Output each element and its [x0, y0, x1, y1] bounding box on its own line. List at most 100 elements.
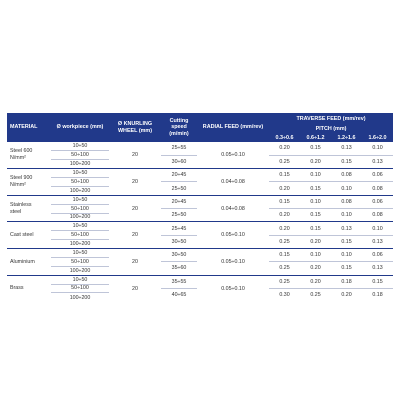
- table-header: MATERIAL Ø workpiece (mm) Ø KNURLING WHE…: [7, 113, 394, 142]
- knurling-wheel-header: Ø KNURLING WHEEL (mm): [109, 113, 161, 142]
- material-label: Stainless: [10, 201, 32, 208]
- traverse-feed-header: TRAVERSE FEED (mm/rev): [269, 113, 394, 125]
- workpiece-diameter-cell: 50÷100: [51, 284, 109, 294]
- traverse-feed-cell: 0.10: [341, 185, 352, 192]
- traverse-feed-cell: 0.25: [279, 265, 290, 272]
- traverse-feed-cell: 0.25: [279, 238, 290, 245]
- workpiece-diameter-cell: 50÷100: [51, 177, 109, 187]
- workpiece-diameter-cell: 10÷50: [51, 194, 109, 205]
- traverse-feed-cell: 0.15: [341, 238, 352, 245]
- workpiece-diameter-cell: 100÷200: [69, 187, 91, 194]
- cutting-speed-cell: 30÷50: [161, 247, 197, 263]
- cutting-speed-cell: 20÷45: [161, 194, 197, 210]
- knurling-wheel-cell: 20: [109, 248, 161, 276]
- workpiece-diameter-cell: 10÷50: [51, 274, 109, 285]
- traverse-feed-cell: 0.15: [269, 168, 300, 183]
- traverse-feed-cell: 0.15: [269, 247, 300, 263]
- traverse-feed-cell: 0.25: [310, 292, 321, 299]
- traverse-feed-cell: 0.06: [362, 194, 394, 210]
- cutting-speed-cell: 25÷55: [161, 142, 197, 156]
- table-row: 30÷60 0.25 0.20 0.15 0.13: [7, 155, 393, 165]
- traverse-feed-cell: 0.15: [341, 265, 352, 272]
- traverse-feed-cell: 0.15: [310, 212, 321, 219]
- table-row: 100÷200: [7, 186, 393, 194]
- material-cell: Steel 900 N/mm²: [7, 168, 51, 196]
- pitch-header: PITCH (mm): [269, 125, 394, 134]
- traverse-feed-cell: 0.08: [372, 212, 383, 219]
- material-label: N/mm²: [10, 181, 26, 188]
- knurling-wheel-cell: 20: [109, 194, 161, 222]
- traverse-feed-cell: 0.18: [331, 274, 362, 289]
- cutting-speed-cell: 35÷55: [161, 274, 197, 289]
- traverse-feed-cell: 0.20: [300, 274, 331, 289]
- cutting-speed-cell: 30÷50: [171, 238, 187, 245]
- cutting-speed-cell: 40÷65: [171, 292, 187, 299]
- workpiece-diameter-cell: 50÷100: [51, 150, 109, 161]
- material-cell: Stainless steel: [7, 194, 51, 222]
- table-row: 100÷200: [7, 213, 393, 220]
- pitch-range-header: 0.6÷1.2: [300, 134, 331, 142]
- table-row: Steel 900 N/mm² 10÷50 20 20÷45 0.04÷0.08 0.15 0…: [7, 168, 394, 196]
- traverse-feed-cell: 0.15: [341, 158, 352, 165]
- table-row: 50÷100: [7, 284, 393, 294]
- knurling-parameters-table: MATERIAL Ø workpiece (mm) Ø KNURLING WHE…: [7, 113, 394, 302]
- traverse-feed-cell: 0.20: [341, 292, 352, 299]
- table-row: 35÷60 0.25 0.20 0.15 0.13: [7, 262, 393, 271]
- traverse-feed-cell: 0.20: [310, 158, 321, 165]
- material-label: N/mm²: [10, 155, 26, 162]
- traverse-feed-cell: 0.15: [300, 142, 331, 156]
- workpiece-header: Ø workpiece (mm): [51, 113, 109, 142]
- table-row: Stainless steel 10÷50 20 20÷45 0.04÷0.08 0.15 0…: [7, 194, 394, 222]
- traverse-feed-cell: 0.20: [279, 185, 290, 192]
- cutting-speed-cell: 25÷45: [161, 221, 197, 236]
- table-row: 50÷100: [7, 204, 393, 214]
- knurling-wheel-cell: 20: [109, 274, 161, 302]
- material-label: Cast steel: [10, 231, 34, 238]
- traverse-feed-cell: 0.10: [300, 194, 331, 210]
- knurling-wheel-cell: 20: [109, 168, 161, 196]
- traverse-feed-cell: 0.25: [279, 158, 290, 165]
- traverse-feed-cell: 0.08: [372, 185, 383, 192]
- workpiece-diameter-cell: 50÷100: [51, 257, 109, 267]
- workpiece-diameter-cell: 100÷200: [69, 161, 91, 168]
- radial-feed-cell: 0.05÷0.10: [197, 221, 269, 249]
- traverse-feed-cell: 0.20: [269, 142, 300, 156]
- traverse-feed-cell: 0.10: [341, 212, 352, 219]
- traverse-feed-cell: 0.10: [362, 221, 394, 236]
- material-header: MATERIAL: [7, 113, 51, 142]
- radial-feed-cell: 0.05÷0.10: [197, 248, 269, 276]
- material-label: Brass: [10, 285, 24, 292]
- traverse-feed-cell: 0.10: [362, 142, 394, 156]
- radial-feed-cell: 0.04÷0.08: [197, 194, 269, 222]
- table-row: 25÷50 0.20 0.15 0.10 0.08: [7, 182, 393, 192]
- radial-feed-header: RADIAL FEED (mm/rev): [197, 113, 269, 142]
- material-label: steel: [10, 208, 22, 215]
- workpiece-diameter-cell: 10÷50: [51, 142, 109, 152]
- traverse-feed-cell: 0.18: [372, 292, 383, 299]
- material-cell: Steel 600 N/mm²: [7, 142, 51, 169]
- traverse-feed-cell: 0.08: [331, 194, 362, 210]
- pitch-range-header: 1.2÷1.6: [331, 134, 362, 142]
- table-row: 100÷200: [7, 266, 393, 274]
- table-row: 50÷100: [7, 230, 393, 241]
- pitch-range-header: 0.3÷0.6: [269, 134, 300, 142]
- table-row: Aluminium 10÷50 20 30÷50 0.05÷0.10 0.15 0.10 0.…: [7, 247, 394, 276]
- table-row: 50÷100: [7, 177, 393, 187]
- workpiece-diameter-cell: 100÷200: [69, 267, 91, 274]
- knurling-wheel-cell: 20: [132, 152, 138, 159]
- cutting-speed-cell: 35÷60: [171, 265, 187, 272]
- traverse-feed-cell: 0.13: [372, 238, 383, 245]
- table-row: 50÷100: [7, 150, 393, 161]
- cutting-speed-cell: 30÷60: [171, 158, 187, 165]
- knurling-parameters-table-container: MATERIAL Ø workpiece (mm) Ø KNURLING WHE…: [7, 113, 394, 302]
- table-row: Cast steel 10÷50 20 25÷45 0.05÷0.10 0.20 0.15 0…: [7, 221, 394, 249]
- table-row: 100÷200: [7, 160, 393, 167]
- cutting-speed-header: Cutting speed (m/min): [161, 113, 197, 142]
- cutting-speed-cell: 25÷50: [171, 185, 187, 192]
- workpiece-diameter-cell: 50÷100: [51, 204, 109, 214]
- cutting-speed-cell: 20÷45: [161, 168, 197, 183]
- traverse-feed-cell: 0.13: [331, 142, 362, 156]
- traverse-feed-cell: 0.25: [269, 274, 300, 289]
- traverse-feed-cell: 0.15: [269, 194, 300, 210]
- traverse-feed-cell: 0.20: [269, 221, 300, 236]
